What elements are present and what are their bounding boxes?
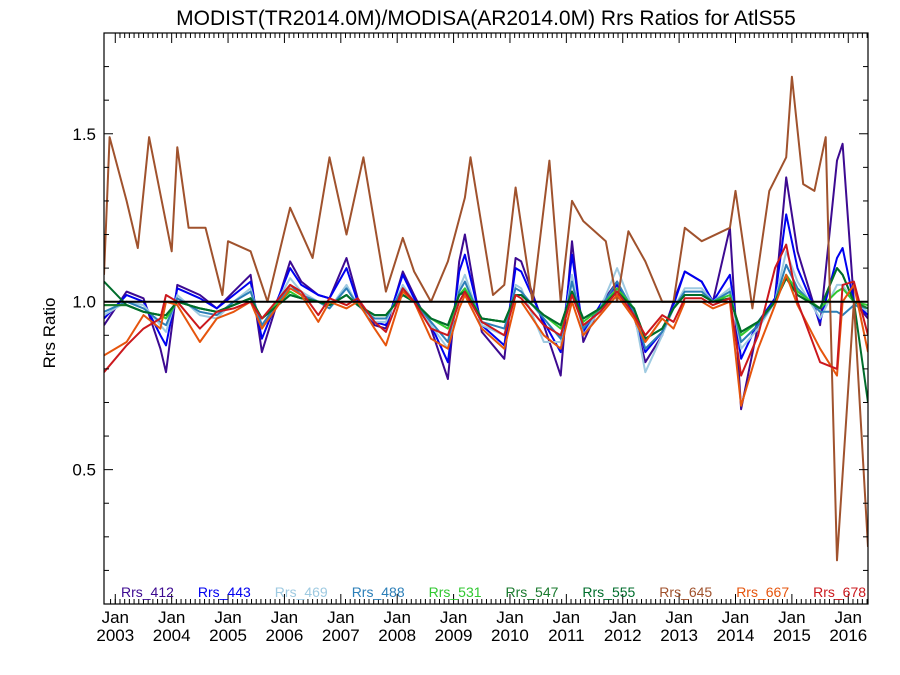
y-tick-label: 1.5: [72, 125, 96, 144]
x-tick-label-month: Jan: [440, 608, 467, 627]
legend-entry-rrs-531: Rrs_531: [429, 584, 482, 600]
x-tick-label-month: Jan: [496, 608, 523, 627]
x-tick-label-year: 2009: [435, 626, 473, 645]
y-axis-label: Rrs Ratio: [40, 298, 59, 369]
x-tick-label-year: 2016: [829, 626, 867, 645]
x-tick-label-month: Jan: [835, 608, 862, 627]
series-line-rrs-645: [104, 75, 868, 562]
legend: Rrs_412 Rrs_443 Rrs_469 Rrs_488 Rrs_531 Rrs_5…: [121, 584, 866, 600]
series-line-rrs-412: [104, 142, 868, 411]
legend-entry-rrs-678: Rrs_678: [813, 584, 866, 600]
x-tick-label-year: 2004: [153, 626, 191, 645]
x-tick-label-month: Jan: [102, 608, 129, 627]
legend-entry-rrs-488: Rrs_488: [352, 584, 405, 600]
legend-entry-rrs-645: Rrs_645: [659, 584, 712, 600]
x-tick-label-year: 2010: [491, 626, 529, 645]
x-tick-label-month: Jan: [722, 608, 749, 627]
y-tick-label: 1.0: [72, 293, 96, 312]
x-tick-label-year: 2007: [322, 626, 360, 645]
x-tick-label-year: 2008: [378, 626, 416, 645]
x-tick-label-year: 2003: [96, 626, 134, 645]
legend-entry-rrs-555: Rrs_555: [582, 584, 635, 600]
x-tick-label-year: 2015: [773, 626, 811, 645]
x-tick-label-year: 2013: [660, 626, 698, 645]
x-tick-label-month: Jan: [383, 608, 410, 627]
series-line-rrs-555: [104, 267, 868, 403]
legend-entry-rrs-443: Rrs_443: [198, 584, 251, 600]
x-tick-label-year: 2006: [266, 626, 304, 645]
x-tick-label-year: 2011: [548, 626, 585, 645]
legend-entry-rrs-667: Rrs_667: [736, 584, 789, 600]
legend-entry-rrs-412: Rrs_412: [121, 584, 174, 600]
x-tick-label-year: 2012: [604, 626, 642, 645]
x-tick-label-month: Jan: [271, 608, 298, 627]
x-tick-label-year: 2005: [209, 626, 247, 645]
legend-entry-rrs-469: Rrs_469: [275, 584, 328, 600]
x-tick-label-month: Jan: [609, 608, 636, 627]
x-tick-label-month: Jan: [665, 608, 692, 627]
series-line-rrs-488: [104, 263, 868, 350]
y-tick-label: 0.5: [72, 461, 96, 480]
x-tick-label-month: Jan: [214, 608, 241, 627]
series-line-rrs-678: [104, 243, 868, 377]
x-tick-label-year: 2014: [717, 626, 755, 645]
plot-area: [104, 75, 868, 562]
x-tick-label-month: Jan: [553, 608, 580, 627]
x-tick-label-month: Jan: [158, 608, 185, 627]
x-tick-label-month: Jan: [327, 608, 354, 627]
chart-title: MODIST(TR2014.0M)/MODISA(AR2014.0M) Rrs …: [176, 7, 796, 30]
axis-ticks: 0.51.01.5Jan2003Jan2004Jan2005Jan2006Jan…: [72, 33, 868, 645]
legend-entry-rrs-547: Rrs_547: [506, 584, 559, 600]
x-tick-label-month: Jan: [778, 608, 805, 627]
series-line-rrs-667: [104, 273, 868, 407]
